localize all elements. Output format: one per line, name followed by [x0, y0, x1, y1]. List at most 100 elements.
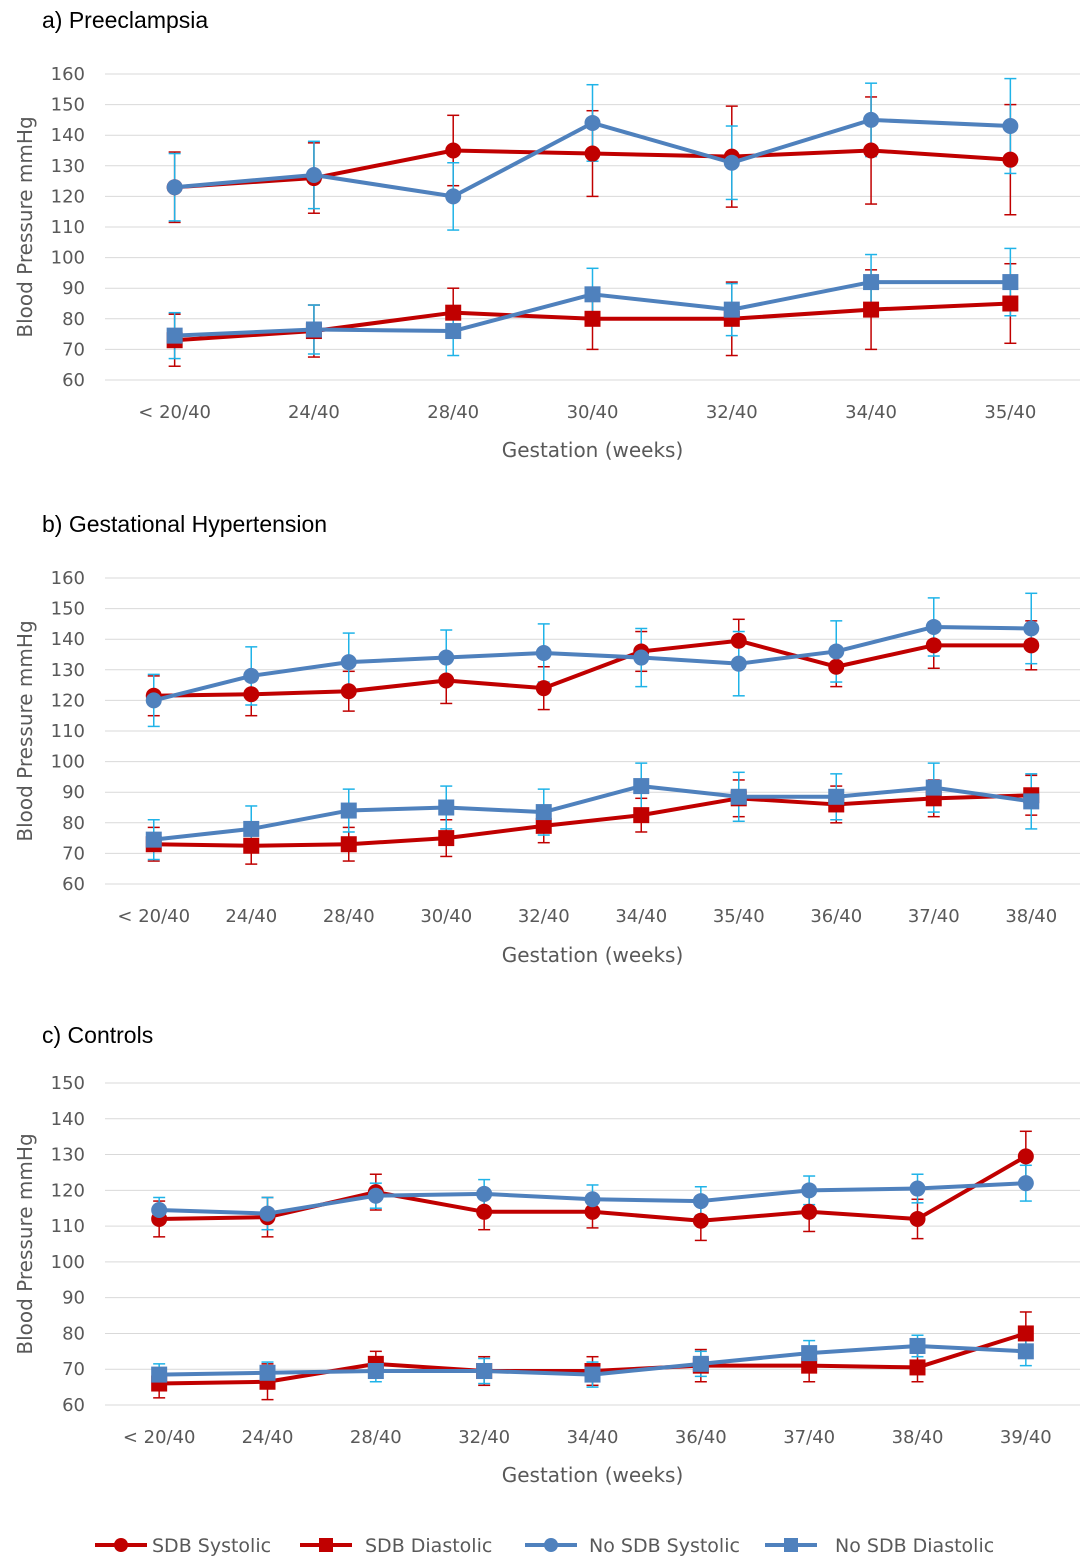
data-point [584, 1191, 601, 1208]
data-point [145, 692, 162, 709]
x-tick-label: 28/40 [427, 402, 479, 423]
y-tick-label: 120 [51, 186, 85, 207]
y-tick-label: 140 [51, 629, 85, 650]
legend: SDB Systolic SDB Diastolic No SDB Systolic… [95, 1535, 994, 1557]
x-axis-label: Gestation (weeks) [502, 943, 684, 967]
data-point [730, 788, 747, 805]
data-point [340, 683, 357, 700]
data-point [476, 1203, 493, 1220]
data-point [1002, 295, 1019, 312]
data-point [801, 1182, 818, 1199]
legend-item-no-sdb-systolic: No SDB Systolic [525, 1535, 740, 1557]
data-point [476, 1363, 493, 1380]
x-tick-label: 24/40 [225, 906, 277, 927]
y-tick-label: 130 [51, 156, 85, 177]
data-point [1017, 1148, 1034, 1165]
y-tick-label: 90 [62, 278, 85, 299]
x-tick-label: 36/40 [675, 1427, 727, 1448]
data-point [1002, 151, 1019, 168]
data-point [584, 145, 601, 162]
series-line [153, 624, 1032, 703]
x-axis-label: Gestation (weeks) [502, 1463, 684, 1487]
data-point [259, 1364, 276, 1381]
y-tick-label: 60 [62, 1395, 85, 1416]
data-point [243, 667, 260, 684]
data-point [925, 779, 942, 796]
series-line [153, 784, 1032, 842]
y-tick-label: 90 [62, 1288, 85, 1309]
data-point [828, 788, 845, 805]
data-point [633, 778, 650, 795]
data-point [476, 1185, 493, 1202]
data-point [1023, 793, 1040, 810]
legend-marker [114, 1538, 128, 1552]
y-tick-label: 60 [62, 874, 85, 895]
data-point [243, 837, 260, 854]
data-point [828, 658, 845, 675]
y-axis-label: Blood Pressure mmHg [13, 116, 37, 337]
legend-label: No SDB Systolic [589, 1535, 740, 1557]
data-point [166, 327, 183, 344]
data-point [535, 644, 552, 661]
data-point [340, 654, 357, 671]
y-tick-label: 80 [62, 309, 85, 330]
y-tick-label: 100 [51, 752, 85, 773]
y-tick-label: 130 [51, 660, 85, 681]
legend-marker [319, 1538, 333, 1552]
data-point [535, 680, 552, 697]
data-point [723, 154, 740, 171]
data-point [1017, 1175, 1034, 1192]
data-point [438, 830, 455, 847]
x-tick-label: < 20/40 [117, 906, 190, 927]
series-no-sdb-systolic [166, 111, 1019, 205]
x-tick-label: 36/40 [810, 906, 862, 927]
legend-label: No SDB Diastolic [835, 1535, 994, 1557]
y-tick-label: 120 [51, 1180, 85, 1201]
y-tick-label: 140 [51, 1109, 85, 1130]
data-point [151, 1366, 168, 1383]
data-point [145, 831, 162, 848]
y-tick-label: 80 [62, 1323, 85, 1344]
data-point [863, 301, 880, 318]
data-point [584, 114, 601, 131]
data-point [828, 643, 845, 660]
data-point [305, 321, 322, 338]
y-tick-label: 130 [51, 1145, 85, 1166]
data-point [1002, 274, 1019, 291]
y-tick-label: 150 [51, 599, 85, 620]
data-point [151, 1202, 168, 1219]
y-tick-label: 120 [51, 690, 85, 711]
data-point [909, 1337, 926, 1354]
legend-label: SDB Systolic [152, 1535, 271, 1557]
legend-label: SDB Diastolic [365, 1535, 492, 1557]
x-tick-label: < 20/40 [138, 402, 211, 423]
data-point [801, 1203, 818, 1220]
data-point [863, 274, 880, 291]
error-bars-no-sdb-systolic [147, 592, 1038, 728]
x-tick-label: 32/40 [706, 402, 758, 423]
data-point [863, 142, 880, 159]
y-tick-label: 150 [51, 1073, 85, 1094]
y-tick-label: 70 [62, 1359, 85, 1380]
x-tick-label: 37/40 [908, 906, 960, 927]
data-point [1017, 1343, 1034, 1360]
data-point [730, 655, 747, 672]
data-point [925, 637, 942, 654]
y-tick-label: 110 [51, 1216, 85, 1237]
series-no-sdb-diastolic [166, 274, 1019, 344]
data-point [801, 1345, 818, 1362]
x-tick-label: 28/40 [323, 906, 375, 927]
series-line [153, 638, 1032, 698]
data-point [305, 166, 322, 183]
y-tick-label: 140 [51, 125, 85, 146]
y-tick-label: 100 [51, 1252, 85, 1273]
legend-item-sdb-diastolic: SDB Diastolic [300, 1535, 492, 1557]
data-point [445, 323, 462, 340]
data-point [438, 649, 455, 666]
y-tick-label: 110 [51, 217, 85, 238]
data-point [723, 301, 740, 318]
x-tick-label: 35/40 [713, 906, 765, 927]
x-tick-label: 34/40 [845, 402, 897, 423]
